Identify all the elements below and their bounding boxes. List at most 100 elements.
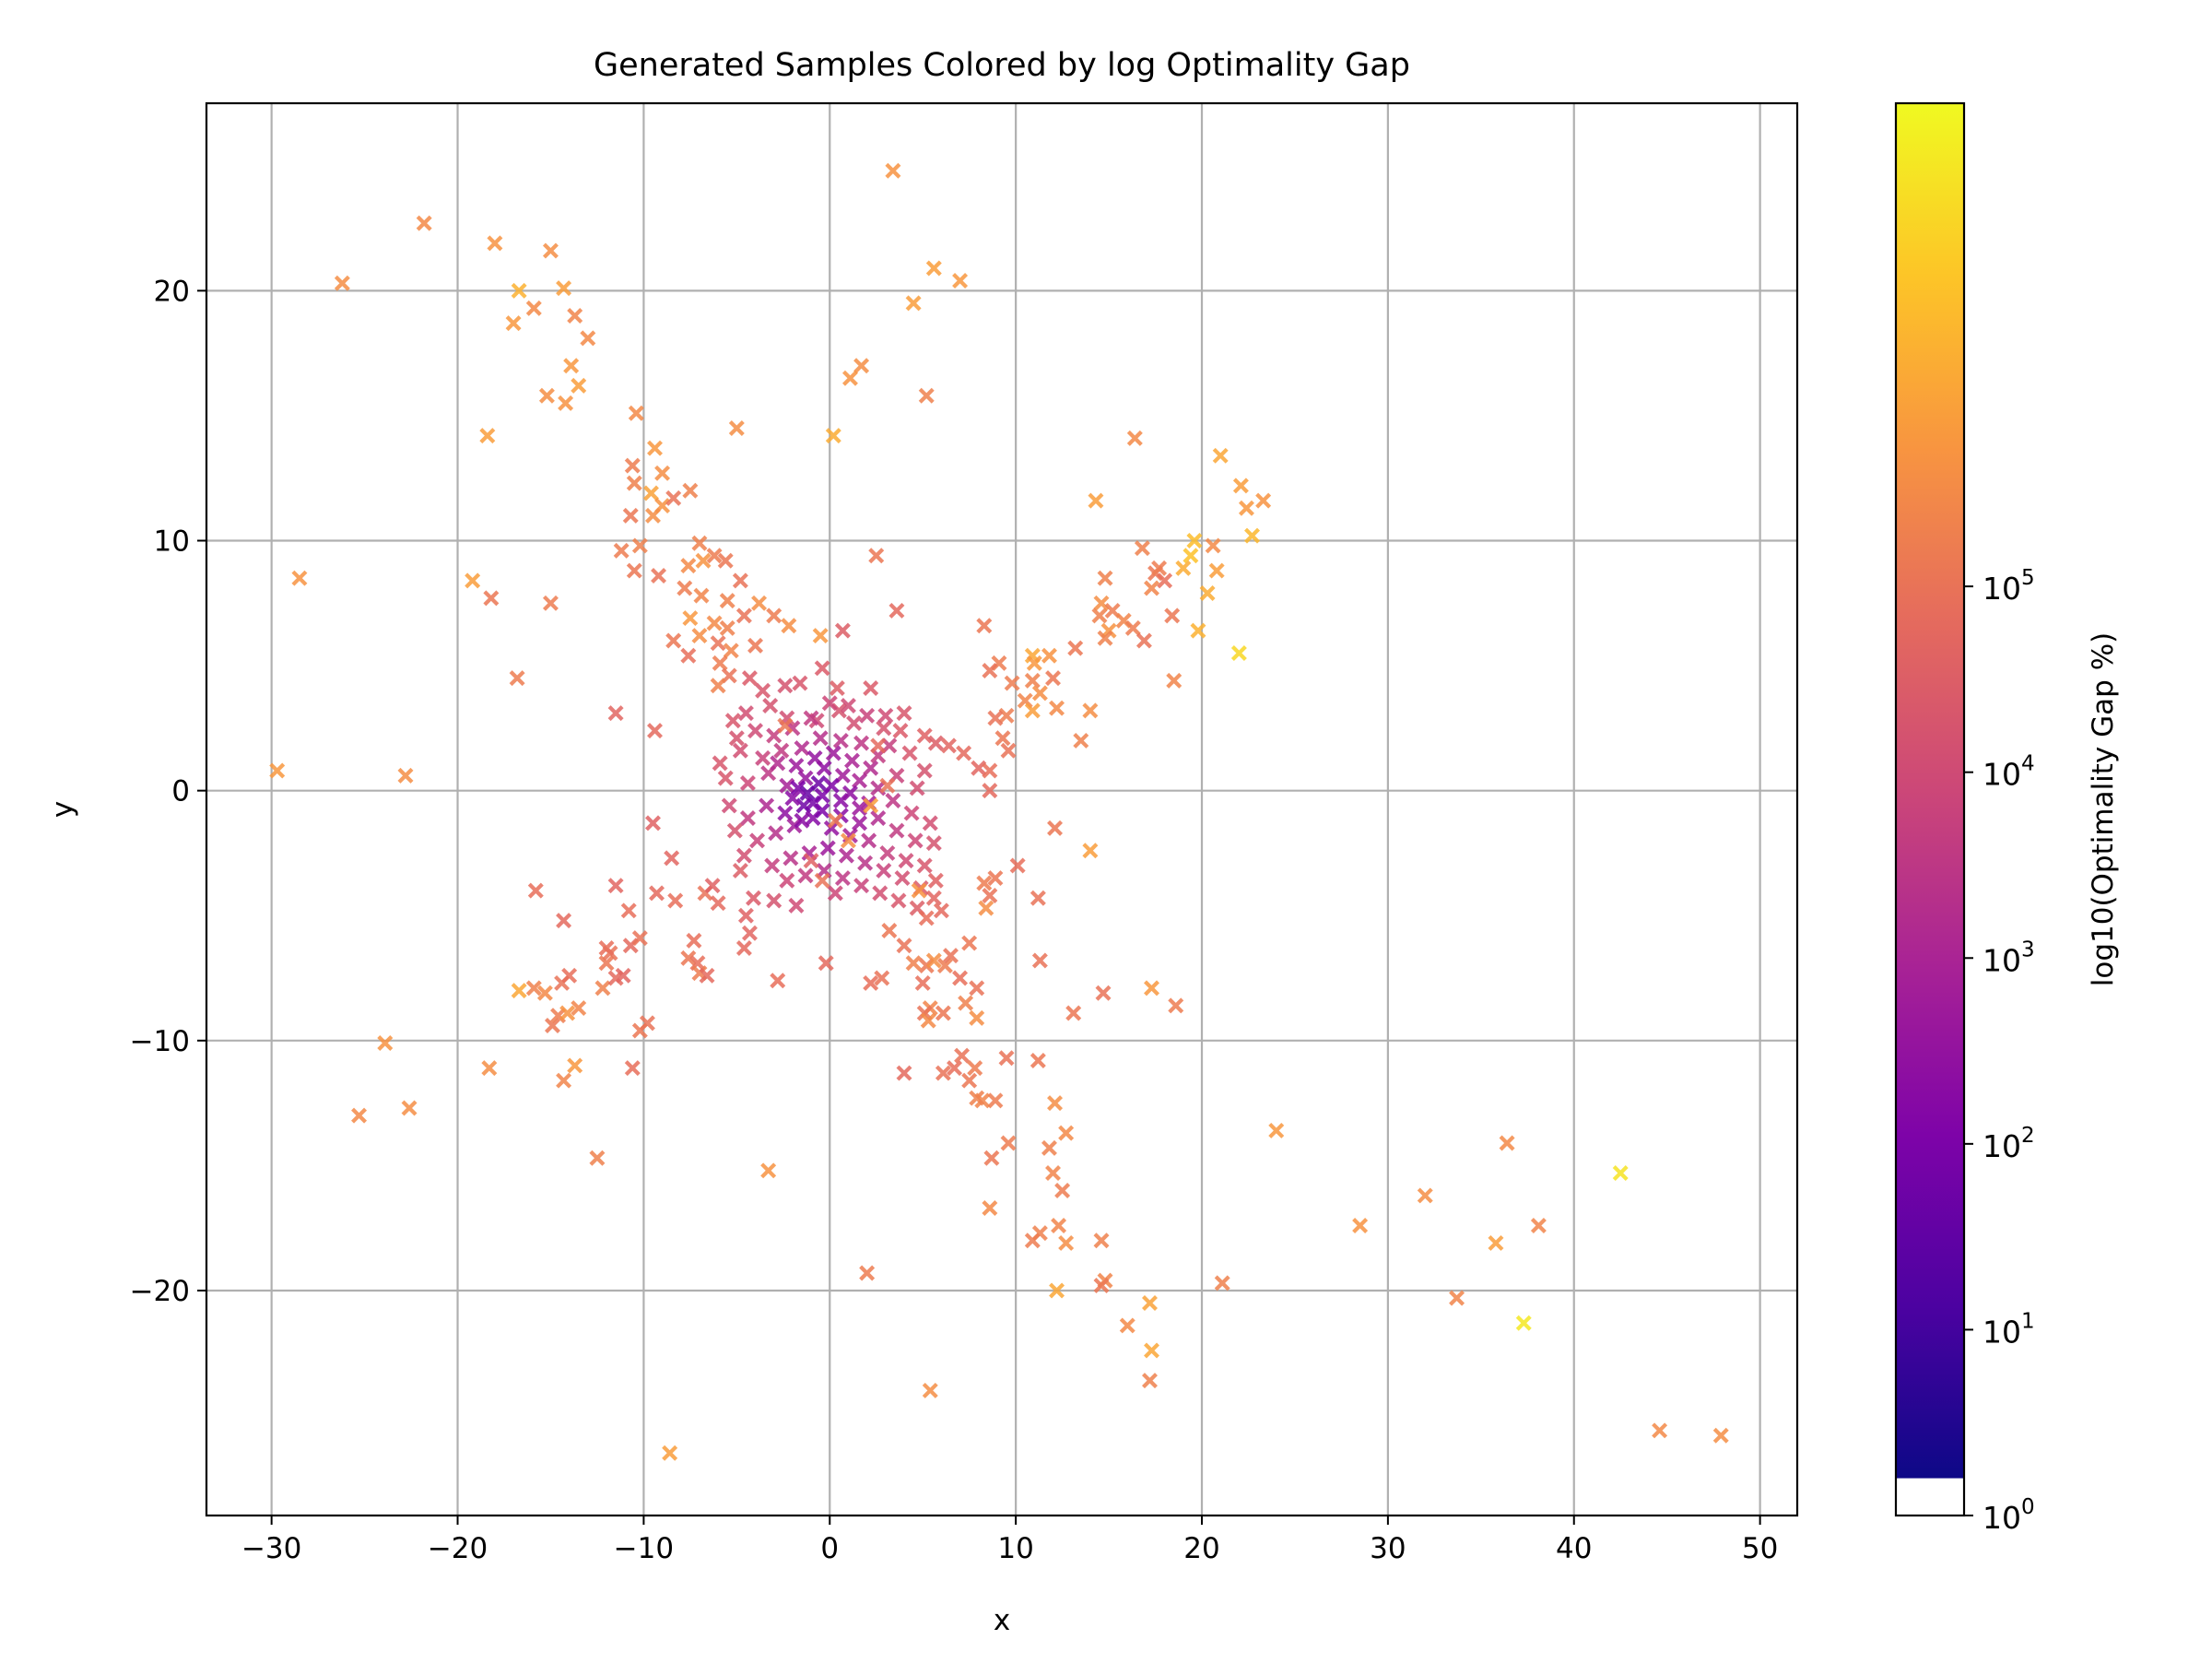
data-point [1024,702,1041,719]
data-point [677,580,693,596]
data-point [1093,1278,1110,1294]
data-point [781,618,797,634]
data-point [589,1150,606,1166]
data-point [920,1012,936,1029]
x-tick-label: −10 [614,1532,674,1565]
data-point [852,815,868,832]
data-point [841,784,858,801]
data-point [710,635,726,652]
data-point [859,707,876,724]
data-point [511,282,527,299]
data-point [1000,742,1017,759]
data-point [1135,632,1152,649]
data-point [620,902,637,919]
data-point [624,457,641,474]
data-point [1168,997,1184,1014]
data-point [1199,584,1216,601]
data-point [832,732,849,749]
data-point [1047,1095,1064,1112]
data-point [1031,685,1048,702]
data-point [1126,430,1143,446]
data-point [818,955,834,972]
data-point [571,1000,587,1017]
data-point [397,767,414,784]
data-point [622,507,639,524]
data-point [916,762,933,779]
data-point [721,797,737,814]
colorbar-tick-exponent: 4 [2021,752,2035,776]
data-point [1045,1165,1061,1182]
data-point [918,910,935,926]
data-point [894,870,911,887]
y-tick-label: 0 [171,775,190,808]
data-point [779,872,795,889]
data-point [626,562,642,579]
data-point [803,853,819,869]
data-point [976,618,993,634]
colorbar-tick-exponent: 0 [2021,1495,2035,1519]
data-point [1065,1005,1082,1021]
data-point [987,870,1004,887]
data-point [905,955,922,972]
data-point [890,892,907,909]
data-point [1082,702,1099,719]
data-point [788,897,805,914]
data-point [479,428,496,444]
colorbar-tick-exponent: 1 [2021,1309,2035,1333]
data-point [961,935,978,951]
data-point [971,760,987,776]
data-point [1073,732,1089,749]
data-point [1124,619,1141,636]
data-point [594,980,611,997]
data-point [682,482,699,499]
data-point [509,670,525,687]
data-point [762,697,779,714]
data-points [269,162,1729,1461]
data-point [794,740,810,757]
data-point [647,440,663,456]
data-point [481,1060,498,1077]
data-point [1212,447,1229,464]
data-point [888,602,905,619]
data-point [1182,548,1199,564]
data-point [982,888,998,904]
data-point [834,622,851,639]
data-point [925,890,942,906]
data-point [665,489,682,506]
data-point [511,983,527,999]
data-point [631,537,648,554]
colorbar-tick-label: 100 [1983,1495,2035,1536]
data-point [1049,700,1065,716]
data-point [527,882,544,899]
data-point [958,995,974,1011]
data-point [706,548,723,564]
data-point [741,925,758,941]
data-point [1255,492,1272,509]
data-point [1054,1183,1071,1198]
data-point [1009,857,1026,874]
data-point [747,637,764,654]
data-point [751,595,768,611]
data-point [525,300,542,316]
data-point [334,275,350,291]
data-point [1000,1135,1017,1151]
data-point [936,957,953,973]
data-point [1530,1217,1547,1233]
data-point [943,948,959,964]
data-point [827,812,843,829]
data-point [571,377,587,394]
data-point [896,1065,912,1081]
data-point [680,949,697,966]
data-point [1449,1290,1465,1306]
colorbar-tick-exponent: 5 [2021,566,2035,590]
data-point [819,840,836,856]
data-point [768,825,784,842]
colorbar-tick-exponent: 3 [2021,938,2035,961]
data-point [567,1057,583,1074]
data-point [717,770,734,786]
data-point [747,723,764,739]
data-point [624,1060,641,1077]
data-point [916,857,933,874]
